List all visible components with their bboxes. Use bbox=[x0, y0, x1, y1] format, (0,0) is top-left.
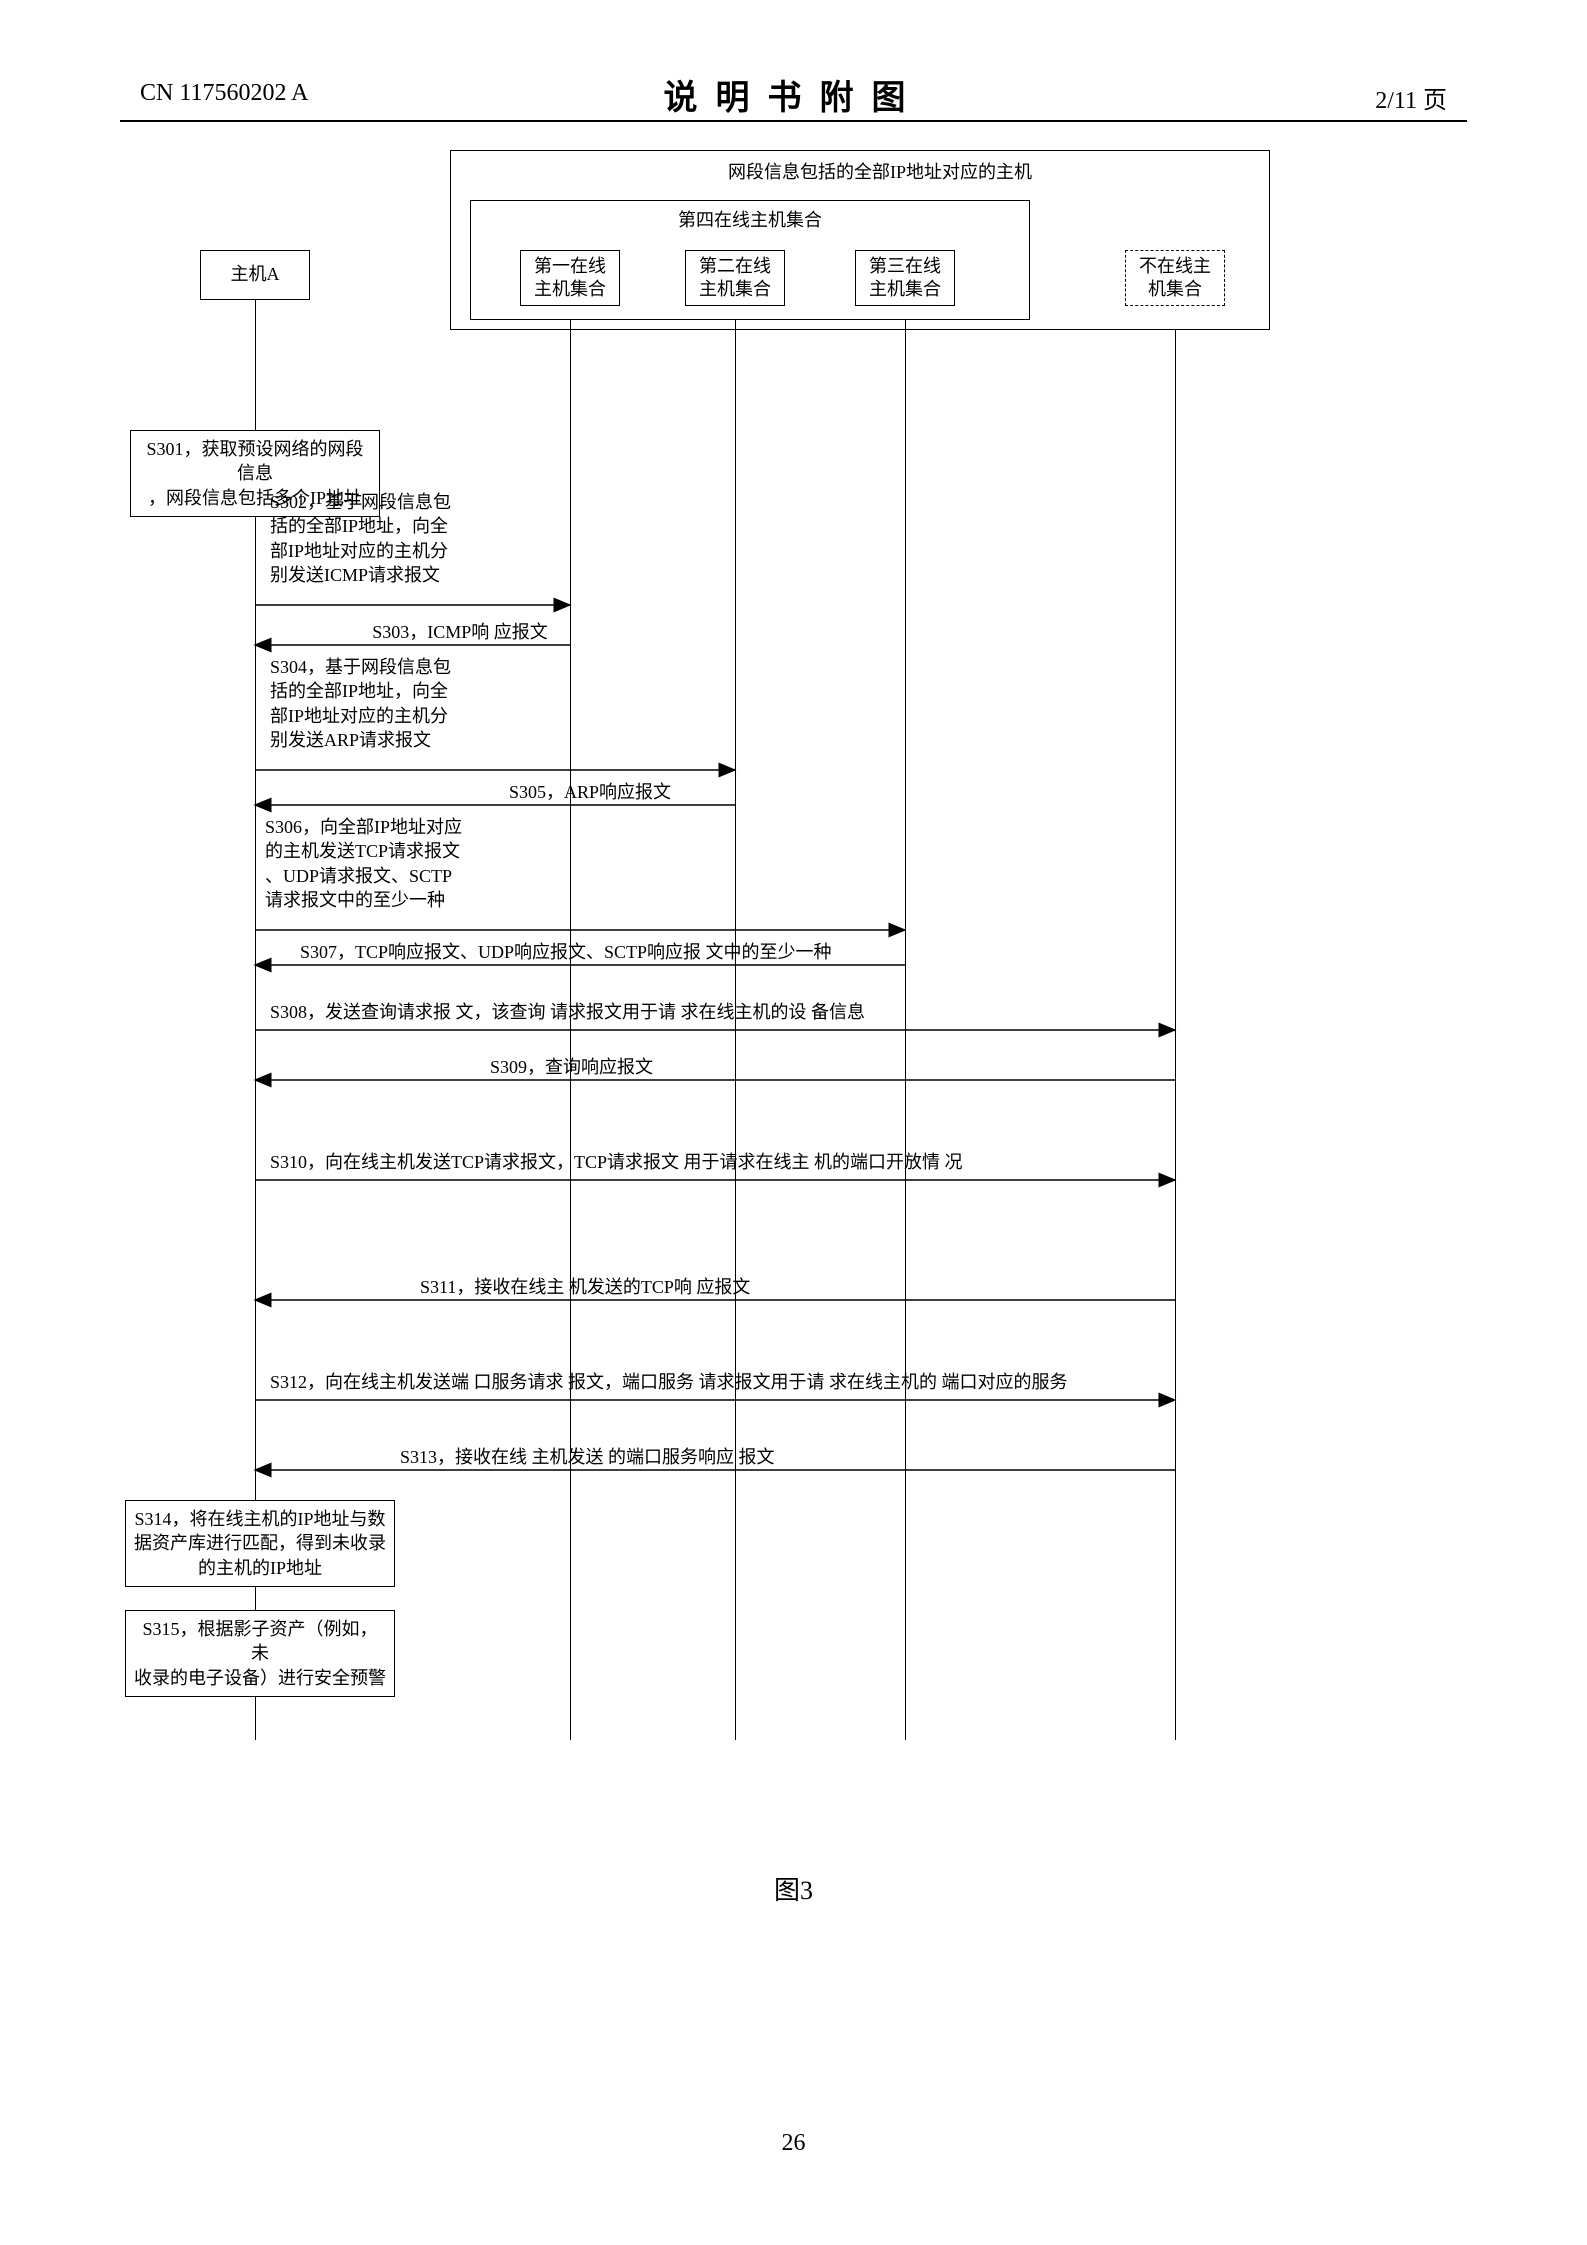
s306-label: S306，向全部IP地址对应 的主机发送TCP请求报文 、UDP请求报文、SCT… bbox=[265, 815, 525, 912]
s304-label: S304，基于网段信息包 括的全部IP地址，向全 部IP地址对应的主机分 别发送… bbox=[270, 655, 520, 752]
set3-label: 第三在线 主机集合 bbox=[869, 255, 941, 302]
host-a-box: 主机A bbox=[200, 250, 310, 300]
s313-label: S313，接收在线 主机发送 的端口服务响应 报文 bbox=[400, 1445, 1000, 1469]
s303-label: S303，ICMP响 应报文 bbox=[300, 620, 620, 644]
page-title: 说明书附图 bbox=[664, 70, 924, 119]
s314-text: S314，将在线主机的IP地址与数 据资产库进行匹配，得到未收录 的主机的IP地… bbox=[134, 1509, 386, 1578]
footer-page-number: 26 bbox=[782, 2130, 806, 2157]
page-counter: 2/11 页 bbox=[1375, 80, 1447, 115]
lifeline-set3 bbox=[905, 320, 906, 1740]
lifeline-set2 bbox=[735, 320, 736, 1740]
host-a-label: 主机A bbox=[231, 263, 280, 286]
s311-label: S311，接收在线主 机发送的TCP响 应报文 bbox=[420, 1275, 920, 1299]
offline-box: 不在线主 机集合 bbox=[1125, 250, 1225, 306]
step-s314: S314，将在线主机的IP地址与数 据资产库进行匹配，得到未收录 的主机的IP地… bbox=[125, 1500, 395, 1587]
set2-box: 第二在线 主机集合 bbox=[685, 250, 785, 306]
set1-box: 第一在线 主机集合 bbox=[520, 250, 620, 306]
set1-label: 第一在线 主机集合 bbox=[534, 255, 606, 302]
lifeline-set1 bbox=[570, 320, 571, 1740]
set2-label: 第二在线 主机集合 bbox=[699, 255, 771, 302]
page-header: CN 117560202 A 说明书附图 2/11 页 bbox=[120, 70, 1467, 120]
s312-label: S312，向在线主机发送端 口服务请求 报文，端口服务 请求报文用于请 求在线主… bbox=[270, 1370, 1320, 1394]
header-divider bbox=[120, 120, 1467, 122]
sequence-diagram: 网段信息包括的全部IP地址对应的主机 第四在线主机集合 主机A 第一在线 主机集… bbox=[120, 150, 1460, 1750]
s305-label: S305，ARP响应报文 bbox=[440, 780, 740, 804]
page: CN 117560202 A 说明书附图 2/11 页 网段信息包括的全部IP地… bbox=[0, 0, 1587, 2245]
s315-text: S315，根据影子资产（例如，未 收录的电子设备）进行安全预警 bbox=[134, 1619, 386, 1688]
figure-caption: 图3 bbox=[774, 1870, 813, 1907]
set3-box: 第三在线 主机集合 bbox=[855, 250, 955, 306]
s308-label: S308，发送查询请求报 文，该查询 请求报文用于请 求在线主机的设 备信息 bbox=[270, 1000, 1170, 1024]
offline-label: 不在线主 机集合 bbox=[1139, 255, 1211, 302]
lifeline-offline bbox=[1175, 330, 1176, 1740]
group4-label: 第四在线主机集合 bbox=[620, 208, 880, 232]
s302-label: S302，基于网段信息包 括的全部IP地址，向全 部IP地址对应的主机分 别发送… bbox=[270, 490, 520, 587]
s307-label: S307，TCP响应报文、UDP响应报文、SCTP响应报 文中的至少一种 bbox=[300, 940, 980, 964]
s310-label: S310，向在线主机发送TCP请求报文，TCP请求报文 用于请求在线主 机的端口… bbox=[270, 1150, 1220, 1174]
document-id: CN 117560202 A bbox=[140, 80, 308, 107]
step-s315: S315，根据影子资产（例如，未 收录的电子设备）进行安全预警 bbox=[125, 1610, 395, 1697]
s309-label: S309，查询响应报文 bbox=[490, 1055, 790, 1079]
outer-group-label: 网段信息包括的全部IP地址对应的主机 bbox=[680, 160, 1080, 184]
